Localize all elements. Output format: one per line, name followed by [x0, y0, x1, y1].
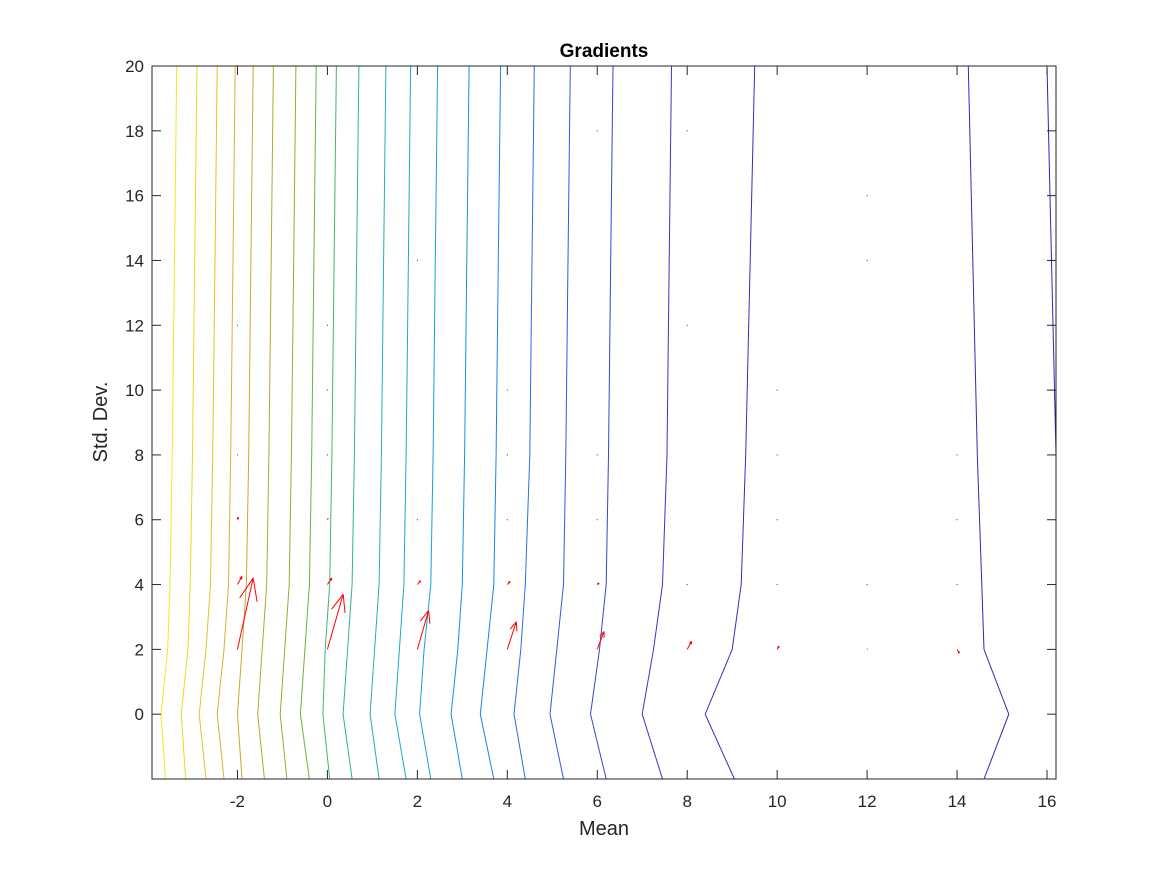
gradient-arrow-12	[597, 583, 599, 585]
gradient-dot-16	[687, 130, 688, 131]
gradient-dot-25	[957, 519, 958, 520]
x-tick-label: 4	[503, 792, 512, 811]
gradient-dot-2	[237, 325, 238, 326]
gradient-dot-15	[687, 325, 688, 326]
gradient-dot-6	[417, 519, 418, 520]
y-tick-label: 2	[135, 640, 144, 659]
gradient-dot-24	[957, 584, 958, 585]
gradient-dot-14	[687, 584, 688, 585]
gradient-dot-5	[327, 325, 328, 326]
gradient-dot-1	[237, 454, 238, 455]
gradient-dot-9	[507, 454, 508, 455]
y-tick-label: 20	[125, 57, 144, 76]
y-tick-label: 0	[135, 705, 144, 724]
gradient-dot-10	[507, 390, 508, 391]
y-tick-label: 6	[135, 511, 144, 530]
gradient-dot-7	[417, 260, 418, 261]
y-tick-label: 18	[125, 122, 144, 141]
x-tick-label: 6	[593, 792, 602, 811]
gradient-dot-22	[867, 260, 868, 261]
arrow-head-1	[516, 622, 517, 632]
gradient-dot-13	[597, 130, 598, 131]
x-axis-label: Mean	[579, 818, 629, 840]
chart-title: Gradients	[560, 41, 649, 62]
x-tick-label: 16	[1038, 792, 1057, 811]
gradient-dot-19	[777, 454, 778, 455]
y-tick-label: 8	[135, 446, 144, 465]
y-tick-label: 16	[125, 187, 144, 206]
gradient-dot-20	[777, 390, 778, 391]
gradient-dot-4	[327, 390, 328, 391]
gradient-dot-18	[777, 519, 778, 520]
gradient-dot-12	[597, 454, 598, 455]
gradient-dot-17	[777, 584, 778, 585]
gradient-dot-21	[867, 584, 868, 585]
y-axis-label: Std. Dev.	[90, 382, 112, 463]
y-tick-label: 10	[125, 381, 144, 400]
y-tick-label: 12	[125, 316, 144, 335]
y-tick-label: 4	[135, 576, 144, 595]
x-tick-label: 14	[948, 792, 967, 811]
x-tick-label: 2	[413, 792, 422, 811]
x-tick-label: 0	[323, 792, 332, 811]
gradient-dot-23	[867, 195, 868, 196]
plot-area-background	[152, 66, 1056, 779]
gradient-dot-3	[327, 454, 328, 455]
x-tick-label: -2	[230, 792, 245, 811]
x-tick-label: 12	[858, 792, 877, 811]
gradient-dot-8	[507, 519, 508, 520]
x-tick-label: 10	[768, 792, 787, 811]
gradient-dot-26	[957, 454, 958, 455]
y-tick-label: 14	[125, 251, 144, 270]
gradient-dot-11	[597, 519, 598, 520]
x-tick-label: 8	[682, 792, 691, 811]
arrow-head-2	[597, 583, 599, 584]
